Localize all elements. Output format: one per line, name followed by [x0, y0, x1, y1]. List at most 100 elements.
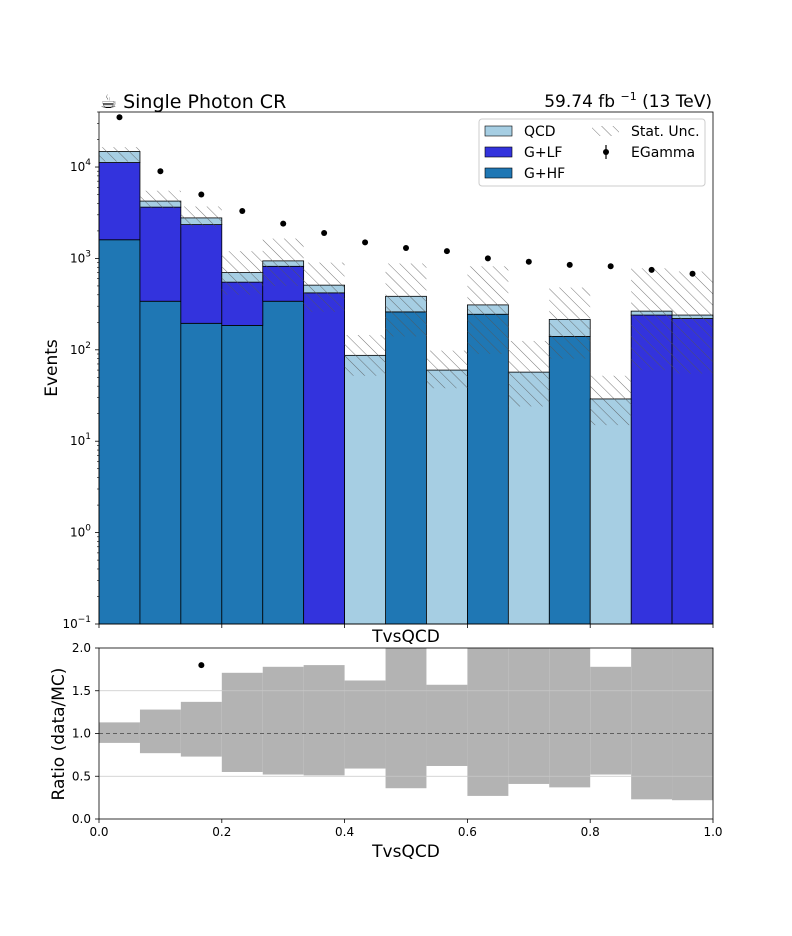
bar-g-hf-bin-9	[466, 313, 509, 625]
bar-g-lf-bin-0	[98, 162, 141, 241]
ratio-band-bin-12	[590, 666, 632, 775]
ratio-band-bin-6	[344, 680, 386, 769]
legend-swatch-glf	[484, 146, 513, 158]
ratio-y-tick-label-3: 1.5	[72, 684, 91, 698]
legend-swatch-qcd	[484, 125, 513, 137]
bar-g-hf-bin-2	[180, 322, 223, 625]
data-point-bin-14	[689, 270, 696, 277]
title-right: 59.74 fb −1 (13 TeV)	[544, 85, 712, 112]
ratio-band-bin-13	[631, 648, 673, 800]
data-point-bin-8	[443, 248, 450, 255]
ratio-band-bin-1	[139, 709, 181, 754]
stat-unc-bin-14	[672, 271, 713, 374]
ratio-y-tick-label-4: 2.0	[72, 641, 91, 655]
stat-unc-bin-7	[385, 263, 427, 337]
stat-unc-bin-1	[139, 190, 181, 209]
bar-g-hf-bin-1	[139, 300, 182, 625]
ratio-x-tick-label-0: 0.0	[89, 825, 108, 839]
stat-unc-bin-5	[303, 262, 345, 312]
legend-swatch-ghf	[484, 167, 513, 179]
top-y-tick-label-2: 101	[70, 432, 91, 448]
ratio-band-bin-4	[262, 666, 304, 775]
bar-g-lf-bin-1	[139, 206, 182, 302]
title-right-energy: (13 TeV)	[642, 92, 712, 112]
top-y-axis-title: Events	[42, 339, 62, 397]
bar-g-hf-bin-0	[98, 239, 141, 625]
ratio-band-bin-5	[303, 665, 345, 776]
ratio-x-tick-label-4: 0.8	[581, 825, 600, 839]
title-right-sup: −1	[620, 90, 636, 103]
ratio-x-tick-label-2: 0.4	[335, 825, 354, 839]
data-point-bin-11	[566, 261, 573, 268]
legend-label-egamma: EGamma	[631, 145, 695, 161]
stat-unc-bin-6	[344, 335, 386, 376]
legend: QCD G+LF G+HF Stat. Unc. EGamma	[478, 118, 706, 187]
stat-unc-bin-8	[426, 350, 468, 389]
legend-label-qcd: QCD	[524, 124, 556, 140]
stat-unc-bin-11	[549, 287, 591, 359]
data-point-bin-10	[525, 258, 532, 265]
ratio-band-bin-9	[467, 648, 509, 796]
stat-unc-bin-0	[99, 147, 140, 162]
stat-unc-bin-12	[590, 375, 632, 426]
top-y-tick-label-0: 10−1	[62, 615, 91, 631]
ratio-band-bin-10	[508, 648, 550, 784]
stat-unc-bin-13	[631, 268, 673, 371]
ratio-band-bin-7	[385, 648, 427, 789]
ratio-band-bin-2	[180, 701, 222, 757]
data-point-bin-1	[157, 168, 164, 175]
data-point-bin-6	[362, 239, 369, 246]
bar-g-lf-bin-5	[303, 292, 346, 625]
data-point-bin-7	[403, 245, 409, 252]
stat-unc-bin-2	[180, 206, 222, 228]
bar-g-hf-bin-7	[385, 311, 427, 625]
legend-marker-egamma	[603, 149, 609, 155]
data-point-bin-3	[239, 208, 246, 215]
top-y-tick-label-4: 103	[70, 249, 91, 265]
ratio-y-axis-title: Ratio (data/MC)	[49, 668, 69, 801]
bar-g-hf-bin-4	[262, 300, 305, 625]
legend-frame	[478, 118, 706, 187]
legend-label-stat-unc: Stat. Unc.	[631, 124, 700, 140]
bar-qcd-bin-12	[589, 398, 632, 625]
ratio-unc-band	[99, 648, 713, 801]
bar-g-hf-bin-3	[221, 324, 264, 625]
data-point-bin-4	[280, 220, 287, 227]
ratio-x-tick-label-5: 1.0	[703, 825, 722, 839]
ratio-band-bin-0	[99, 722, 140, 743]
ratio-point-0	[198, 662, 205, 669]
top-y-tick-label-5: 104	[70, 158, 91, 174]
ratio-grid	[99, 690, 713, 777]
top-plot-frame	[98, 111, 714, 625]
top-y-axis: 10−1 100 101 102 103 104	[62, 111, 99, 631]
data-point-bin-5	[321, 229, 328, 236]
title-right-lumi: 59.74 fb	[544, 92, 615, 112]
data-point-bin-9	[484, 255, 491, 262]
data-point-bin-13	[648, 266, 655, 273]
ratio-x-axis: 0.0 0.2 0.4 0.6 0.8 1.0	[89, 819, 723, 839]
legend-label-glf: G+LF	[524, 145, 562, 161]
stat-unc-bin-10	[508, 340, 550, 407]
ratio-y-axis: 0.0 0.5 1.0 1.5 2.0	[72, 641, 99, 826]
ratio-y-tick-label-0: 0.0	[72, 812, 91, 826]
legend-swatch-stat-unc	[592, 126, 619, 136]
top-x-axis-title: TvsQCD	[371, 627, 440, 647]
stat-unc-bin-3	[221, 251, 263, 295]
ratio-y-tick-label-1: 0.5	[72, 769, 91, 783]
bar-qcd-bin-10	[507, 371, 550, 625]
ratio-x-tick-label-3: 0.6	[458, 825, 477, 839]
ratio-band-bin-14	[672, 648, 713, 801]
ratio-band-bin-11	[549, 648, 591, 788]
bar-qcd-bin-8	[426, 369, 468, 625]
data-point-bin-2	[198, 191, 205, 198]
ratio-band-bin-8	[426, 684, 468, 766]
bar-qcd-bin-6	[344, 354, 386, 625]
bar-g-lf-bin-2	[180, 224, 223, 324]
legend-label-ghf: G+HF	[524, 166, 565, 182]
bar-g-hf-bin-11	[548, 336, 591, 625]
top-data-points	[116, 114, 696, 277]
data-point-bin-0	[116, 114, 123, 121]
ratio-y-tick-label-2: 1.0	[72, 727, 91, 741]
top-stat-unc-hatch	[99, 147, 713, 426]
